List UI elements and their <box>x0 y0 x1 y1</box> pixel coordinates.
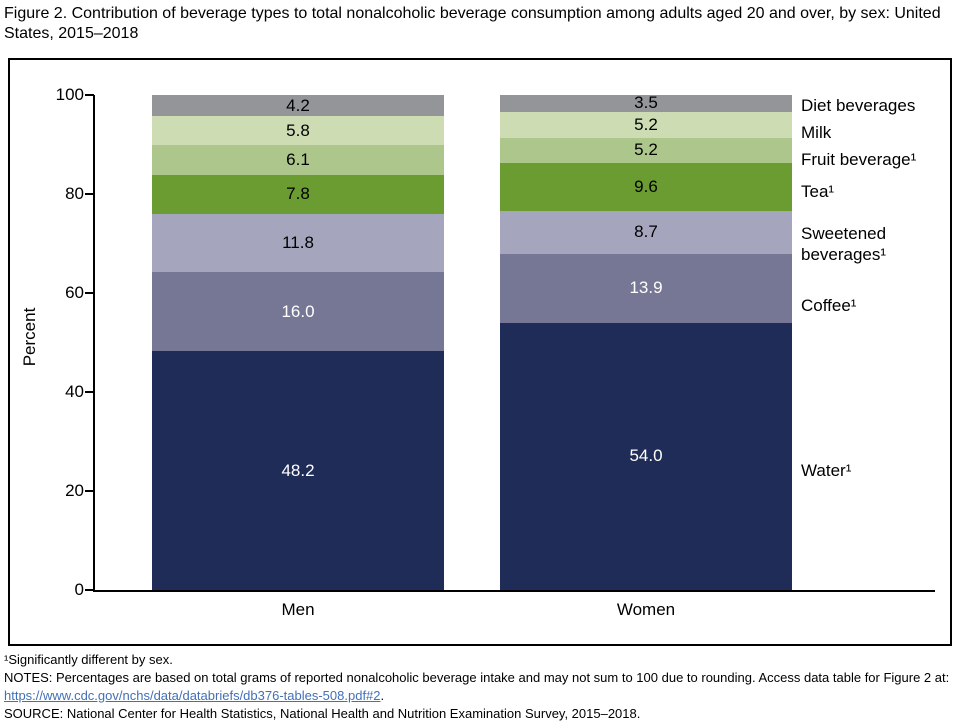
legend-label: Coffee¹ <box>801 296 857 315</box>
bar-segment: 5.8 <box>152 116 444 145</box>
y-axis-title: Percent <box>20 307 39 367</box>
bar-value-label: 13.9 <box>629 278 663 298</box>
bar-value-label: 3.5 <box>634 93 658 113</box>
footnote-notes: NOTES: Percentages are based on total gr… <box>4 669 954 705</box>
bar-segment: 5.2 <box>500 137 792 164</box>
legend-label: Water¹ <box>801 461 852 480</box>
legend-label: Tea¹ <box>801 182 835 201</box>
bar-segment: 13.9 <box>500 253 792 323</box>
y-axis-tick <box>85 292 94 294</box>
legend-label: Sweetened beverages¹ <box>801 224 887 264</box>
bar-value-label: 8.7 <box>634 222 658 242</box>
legend-label: Diet beverages <box>801 96 916 115</box>
footnote-significance: ¹Significantly different by sex. <box>4 652 173 667</box>
y-axis-tick-label: 80 <box>65 184 84 203</box>
legend-label: Fruit beverage¹ <box>801 150 917 169</box>
y-axis-tick-label: 40 <box>65 382 84 401</box>
y-axis-tick <box>85 391 94 393</box>
y-axis-tick-label: 100 <box>55 85 84 104</box>
bar-value-label: 7.8 <box>286 184 310 204</box>
footnote-source: SOURCE: National Center for Health Stati… <box>4 705 641 721</box>
bar-value-label: 5.2 <box>634 140 658 160</box>
bar-value-label: 16.0 <box>281 301 315 321</box>
bar-value-label: 4.2 <box>286 95 310 115</box>
footnotes: ¹Significantly different by sex. NOTES: … <box>4 651 954 723</box>
bar-value-label: 54.0 <box>629 446 663 466</box>
bar-segment: 11.8 <box>152 213 444 273</box>
bar-value-label: 5.2 <box>634 114 658 134</box>
chart-frame <box>8 58 952 646</box>
x-axis-category-label: Men <box>281 600 315 619</box>
bar-value-label: 11.8 <box>282 233 314 252</box>
y-axis-tick <box>85 94 94 96</box>
footnote-notes-text: NOTES: Percentages are based on total gr… <box>4 669 950 685</box>
legend-label: Milk <box>801 123 832 142</box>
y-axis-tick-label: 60 <box>65 283 84 302</box>
bar-segment: 4.2 <box>152 95 444 117</box>
bar-segment: 54.0 <box>500 322 792 590</box>
bar-segment: 5.2 <box>500 111 792 138</box>
y-axis-tick-label: 0 <box>74 580 84 599</box>
bar-value-label: 48.2 <box>281 460 315 480</box>
y-axis-tick-label: 20 <box>65 481 84 500</box>
footnote-notes-suffix: . <box>380 687 385 703</box>
bar-segment: 6.1 <box>152 144 444 176</box>
bar-segment: 3.5 <box>500 93 792 113</box>
bar-segment: 7.8 <box>152 175 444 214</box>
figure-title: Figure 2. Contribution of beverage types… <box>4 5 941 42</box>
x-axis-category-label: Women <box>616 600 676 619</box>
bar-segment: 8.7 <box>500 210 792 254</box>
bar-value-label: 6.1 <box>286 150 310 170</box>
x-axis-line <box>93 590 935 592</box>
data-table-link[interactable]: https://www.cdc.gov/nchs/data/databriefs… <box>4 687 381 703</box>
bar-segment: 48.2 <box>152 351 444 590</box>
y-axis-tick <box>85 490 94 492</box>
y-axis-tick <box>85 193 94 195</box>
bar-value-label: 5.8 <box>286 120 310 140</box>
bar-segment: 16.0 <box>152 272 444 352</box>
bar-value-label: 9.6 <box>634 177 658 197</box>
bar-segment: 9.6 <box>500 163 792 211</box>
y-axis-line <box>93 95 95 592</box>
y-axis-tick <box>85 589 94 591</box>
